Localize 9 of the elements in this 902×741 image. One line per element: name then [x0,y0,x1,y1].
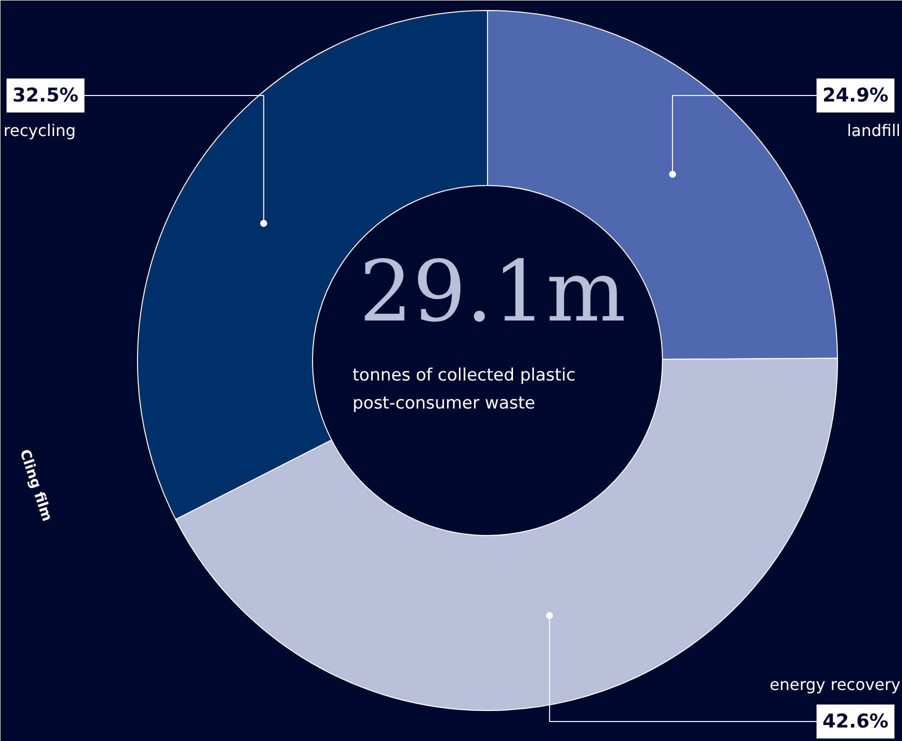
slice-label: landfill [846,121,900,140]
slice-label: recycling [4,121,76,140]
data-label: 32.5% [12,84,78,106]
text: Cling film [16,448,55,524]
data-label: 42.6% [822,710,888,732]
slice-label: energy recovery [770,675,901,694]
text: tonnes of collected plastic post-consumer waste [352,366,576,414]
data-label: 24.9% [822,84,888,106]
text: 29.1m [359,242,626,340]
